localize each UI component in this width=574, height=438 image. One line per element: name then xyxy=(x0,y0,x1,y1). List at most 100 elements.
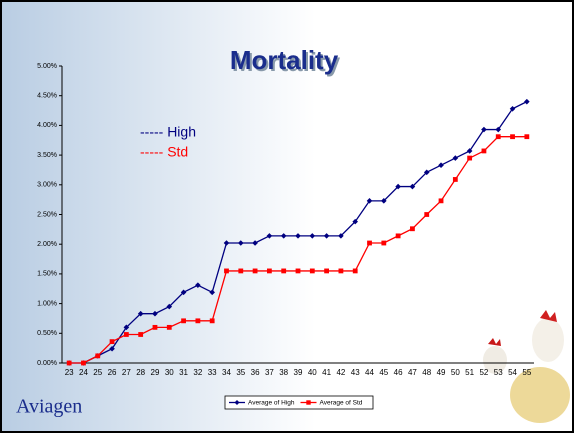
marker xyxy=(467,155,473,161)
y-tick-label: 1.00% xyxy=(37,300,57,307)
marker xyxy=(266,233,273,239)
marker xyxy=(81,360,86,366)
y-tick-label: 3.50% xyxy=(37,152,57,159)
x-tick-label: 42 xyxy=(336,368,345,377)
marker xyxy=(495,126,502,133)
legend-label: Average of High xyxy=(248,400,295,407)
legend-marker xyxy=(306,400,311,405)
marker xyxy=(466,148,473,154)
marker xyxy=(295,268,301,274)
marker xyxy=(352,268,358,274)
x-tick-label: 36 xyxy=(251,368,260,377)
x-tick-label: 53 xyxy=(494,368,503,377)
x-tick-label: 47 xyxy=(408,368,417,377)
x-tick-label: 30 xyxy=(165,368,174,377)
marker xyxy=(180,289,187,296)
marker xyxy=(338,233,344,239)
x-tick-label: 38 xyxy=(279,368,288,377)
legend-box xyxy=(224,395,374,410)
x-tick-label: 27 xyxy=(122,368,131,377)
marker xyxy=(181,318,186,324)
marker xyxy=(524,98,530,105)
legend-marker xyxy=(234,400,240,405)
x-tick-label: 25 xyxy=(93,368,102,377)
marker xyxy=(366,198,373,204)
marker xyxy=(123,324,130,331)
x-tick-label: 34 xyxy=(222,368,231,377)
x-tick-label: 51 xyxy=(465,368,474,377)
marker xyxy=(323,233,330,239)
x-tick-label: 45 xyxy=(379,368,388,377)
y-tick-label: 2.50% xyxy=(37,211,57,218)
marker xyxy=(481,126,487,133)
annotation: ----- Std xyxy=(140,144,188,160)
marker xyxy=(195,318,201,324)
marker xyxy=(438,162,444,168)
marker xyxy=(452,177,458,182)
marker xyxy=(423,169,430,176)
x-tick-label: 55 xyxy=(522,368,531,377)
x-tick-label: 33 xyxy=(208,368,217,377)
marker xyxy=(237,240,244,246)
marker xyxy=(352,218,359,225)
marker xyxy=(152,324,158,330)
marker xyxy=(223,240,230,246)
marker xyxy=(395,183,401,190)
marker xyxy=(309,268,315,274)
marker xyxy=(409,183,416,190)
annotation: ----- High xyxy=(140,124,196,140)
logo: Aviagen xyxy=(16,396,82,418)
x-tick-label: 28 xyxy=(136,368,145,377)
x-tick-label: 54 xyxy=(508,368,517,377)
marker xyxy=(95,353,101,359)
x-tick-label: 41 xyxy=(322,368,331,377)
marker xyxy=(166,324,172,330)
marker xyxy=(367,240,372,246)
marker xyxy=(252,268,258,274)
marker xyxy=(152,310,158,317)
marker xyxy=(138,332,144,337)
marker xyxy=(109,339,115,345)
marker xyxy=(324,268,330,274)
x-tick-label: 48 xyxy=(422,368,431,377)
marker xyxy=(252,240,258,246)
y-tick-label: 2.00% xyxy=(37,241,57,248)
y-tick-label: 3.00% xyxy=(37,182,57,189)
x-tick-label: 23 xyxy=(65,368,74,377)
legend-label: Average of Std xyxy=(320,400,363,407)
marker xyxy=(510,134,515,140)
marker xyxy=(424,212,430,217)
y-tick-label: 4.00% xyxy=(37,122,57,129)
marker xyxy=(209,289,215,296)
marker xyxy=(524,134,530,140)
marker xyxy=(281,268,287,274)
marker xyxy=(209,318,215,324)
x-tick-label: 39 xyxy=(294,368,303,377)
marker xyxy=(509,105,516,112)
x-tick-label: 26 xyxy=(108,368,117,377)
marker xyxy=(238,268,244,274)
marker xyxy=(338,268,344,274)
marker xyxy=(381,240,387,246)
marker xyxy=(410,226,415,232)
marker xyxy=(66,360,72,366)
x-tick-label: 32 xyxy=(193,368,202,377)
x-tick-label: 29 xyxy=(151,368,160,377)
marker xyxy=(295,233,301,239)
marker xyxy=(495,134,501,140)
marker xyxy=(266,268,272,274)
marker xyxy=(123,332,129,337)
marker xyxy=(224,268,229,274)
y-tick-label: 0.50% xyxy=(37,330,57,337)
marker xyxy=(438,198,444,204)
x-tick-label: 31 xyxy=(179,368,188,377)
y-tick-label: 5.00% xyxy=(37,63,57,70)
marker xyxy=(109,345,115,352)
marker xyxy=(280,233,287,239)
x-tick-label: 49 xyxy=(437,368,446,377)
x-tick-label: 37 xyxy=(265,368,274,377)
marker xyxy=(137,310,144,317)
